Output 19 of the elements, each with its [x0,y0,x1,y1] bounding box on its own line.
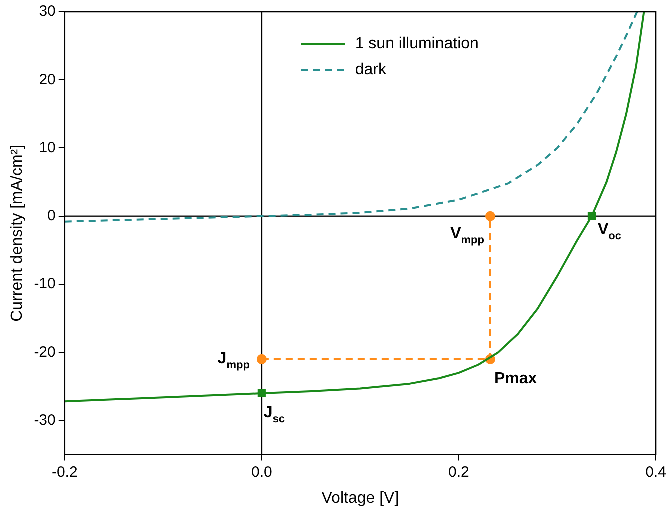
y-tick-label: 20 [39,71,56,88]
y-tick-label: 30 [39,3,56,20]
x-tick-label: 0.4 [646,464,666,481]
legend-label: 1 sun illumination [355,35,479,52]
x-tick-label: 0.2 [448,464,470,481]
legend-label: dark [355,61,388,78]
y-tick-label: -10 [34,276,56,293]
y-tick-label: 10 [39,139,56,156]
y-axis-title: Current density [mA/cm²] [9,144,26,322]
y-tick-label: -30 [34,412,56,429]
x-tick-label: -0.2 [52,464,78,481]
line-series [64,12,638,223]
point [256,354,267,364]
x-axis-title: Voltage [V] [322,490,400,507]
point [485,211,496,222]
y-tick-label: 0 [48,208,56,225]
annotation: Pmax [494,370,538,388]
x-tick-label: 0.0 [251,464,272,481]
y-tick-label: -20 [34,344,56,361]
